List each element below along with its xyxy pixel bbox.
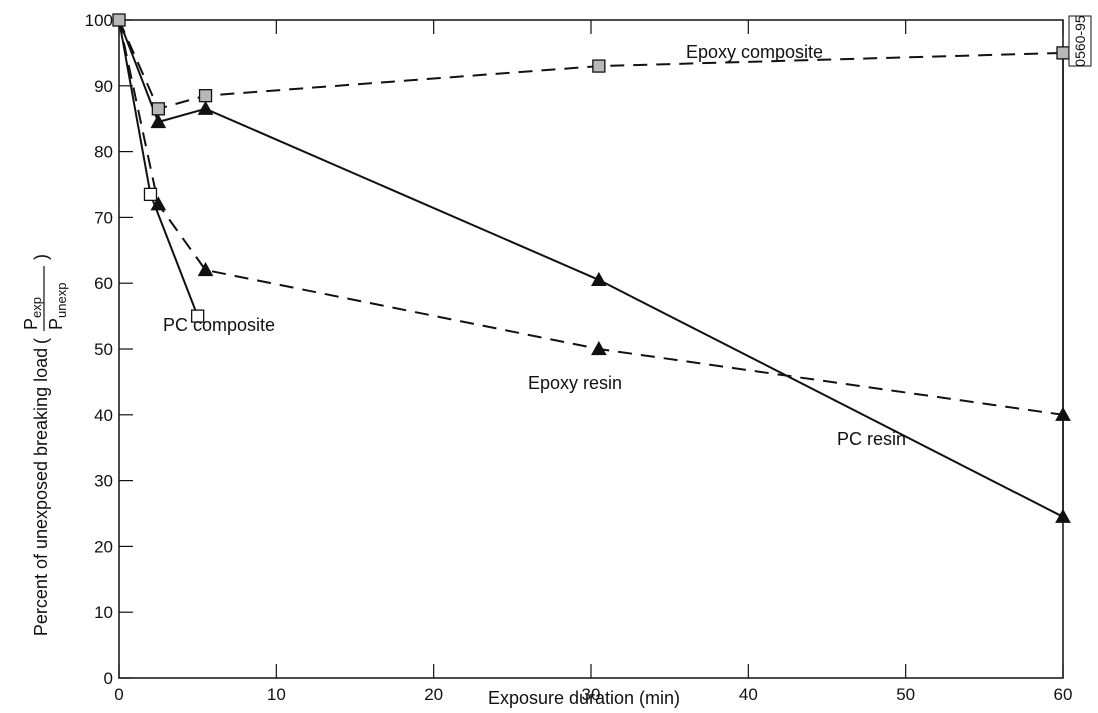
marker-epoxy-composite — [592, 59, 606, 73]
x-tick-label: 50 — [896, 685, 915, 704]
series-line-pc-resin — [118, 19, 1064, 518]
y-axis-denominator: Punexp — [46, 283, 69, 330]
marker-pc-composite — [143, 187, 158, 202]
label-pc-resin: PC resin — [837, 429, 906, 449]
marker-pc-resin — [1055, 508, 1071, 523]
y-axis-label-text: Percent of unexposed breaking load — [31, 348, 51, 636]
y-tick-label: 20 — [94, 537, 113, 556]
x-tick-label: 20 — [424, 685, 443, 704]
marker-pc-resin — [197, 100, 214, 115]
y-tick-label: 60 — [94, 274, 113, 293]
y-tick-label: 40 — [94, 406, 113, 425]
marker-epoxy-resin — [1055, 406, 1071, 421]
label-epoxy-composite: Epoxy composite — [686, 42, 823, 62]
label-pc-composite: PC composite — [163, 315, 275, 335]
y-tick-label: 10 — [94, 603, 113, 622]
y-axis-numerator: Pexp — [21, 297, 44, 330]
y-tick-label: 80 — [94, 143, 113, 162]
y-tick-label: 100 — [85, 11, 113, 30]
marker-epoxy-resin — [591, 340, 607, 356]
marker-epoxy-resin — [197, 262, 214, 277]
marker-epoxy-composite — [198, 89, 213, 103]
marker-pc-resin — [150, 113, 167, 129]
y-tick-label: 90 — [94, 77, 113, 96]
figure-id: 0560-95 — [1068, 15, 1092, 67]
x-tick-label: 40 — [739, 685, 758, 704]
x-axis-label: Exposure duration (min) — [488, 688, 680, 708]
y-axis-label: Percent of unexposed breaking load ( Pex… — [21, 254, 69, 636]
marker-origin — [112, 13, 126, 27]
y-axis-paren-right: ) — [31, 254, 51, 260]
figure-id-box — [1068, 15, 1092, 67]
figure-id-text: 0560-95 — [1072, 15, 1088, 67]
label-epoxy-resin: Epoxy resin — [528, 373, 622, 393]
x-tick-label: 30 — [582, 685, 601, 704]
marker-epoxy-composite — [151, 102, 165, 116]
y-axis-paren-left: ( — [31, 338, 51, 344]
plot-frame — [118, 19, 1064, 679]
marker-epoxy-composite — [1056, 46, 1070, 60]
marker-pc-resin — [591, 271, 607, 287]
series-line-epoxy-resin — [118, 19, 1064, 416]
marker-epoxy-resin — [150, 196, 167, 211]
x-tick-label: 10 — [267, 685, 286, 704]
y-tick-label: 30 — [94, 472, 113, 491]
y-tick-label: 50 — [94, 340, 113, 359]
x-tick-label: 0 — [114, 685, 123, 704]
marker-pc-composite — [191, 309, 205, 323]
y-tick-label: 0 — [104, 669, 113, 688]
y-tick-label: 70 — [94, 208, 113, 227]
x-tick-label: 60 — [1054, 685, 1073, 704]
series-line-pc-composite — [118, 19, 199, 317]
